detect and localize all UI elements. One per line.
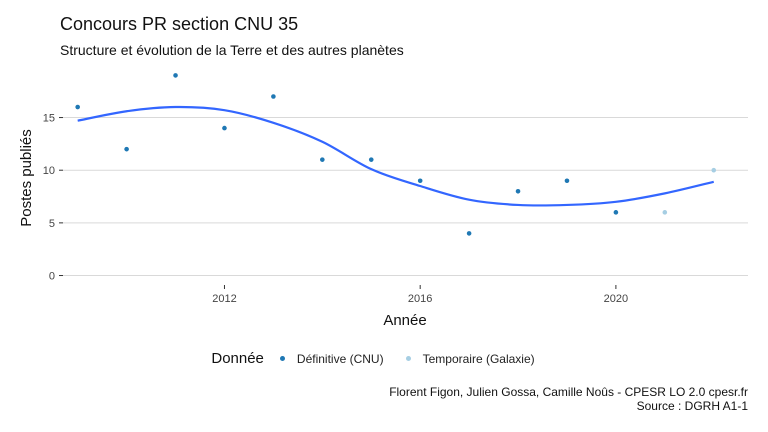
legend-marker-temporaire [405,356,411,361]
legend-label-temporaire: Temporaire (Galaxie) [422,351,535,366]
data-point-definitive [466,231,472,236]
legend-label-definitive: Définitive (CNU) [296,351,384,366]
y-tick-label: 10 [43,165,55,177]
grid-lines [59,117,748,289]
y-tick-label: 15 [43,113,55,125]
data-point-definitive [368,157,374,162]
data-point-definitive [124,146,129,152]
x-axis-label: Année [383,312,426,329]
chart-subtitle: Structure et évolution de la Terre et de… [60,42,404,58]
legend-item-temporaire: Temporaire (Galaxie) [405,351,535,366]
trend-line [77,105,715,207]
data-points [75,73,717,236]
legend-title: Donnée [211,350,264,367]
x-tick-label: 2016 [408,293,432,305]
chart-title: Concours PR section CNU 35 [60,14,299,34]
legend-item-definitive: Définitive (CNU) [279,351,384,366]
data-point-definitive [613,210,619,215]
data-point-definitive [417,178,423,184]
x-tick-label: 2020 [604,293,628,305]
chart-plot: 0 5 10 15 2012 2016 2020 Année Postes publiés [18,73,748,329]
data-point-temporaire [711,167,717,173]
caption-source: Source : DGRH A1-1 [636,399,748,413]
caption-credits: Florent Figon, Julien Gossa, Camille Noû… [389,385,748,399]
legend-marker-definitive [279,356,285,361]
data-point-definitive [515,188,521,194]
caption: Florent Figon, Julien Gossa, Camille Noû… [389,385,748,413]
x-tick-labels: 2012 2016 2020 [212,293,628,305]
data-point-definitive [271,94,276,99]
data-point-definitive [564,178,570,184]
data-point-definitive [222,125,227,131]
data-point-definitive [75,104,80,110]
x-tick-label: 2012 [212,293,236,305]
y-axis-label: Postes publiés [18,129,35,227]
y-tick-labels: 0 5 10 15 [43,113,55,283]
data-point-definitive [320,157,325,162]
data-point-definitive [173,73,178,78]
y-tick-label: 0 [49,271,55,283]
data-point-temporaire [662,210,668,215]
y-tick-label: 5 [49,218,55,230]
legend: Donnée Définitive (CNU) Temporaire (Gala… [0,350,768,367]
